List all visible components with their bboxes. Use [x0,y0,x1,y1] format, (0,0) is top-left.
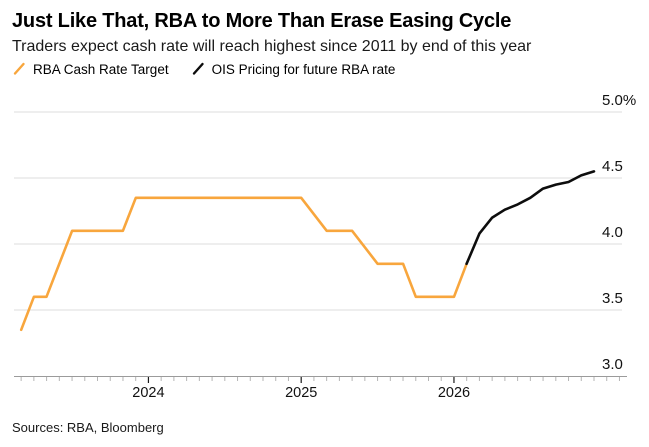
y-axis-label: 4.5 [602,158,623,175]
y-axis-label: 3.5 [602,290,623,307]
x-axis-label: 2026 [438,385,470,401]
chart-subtitle: Traders expect cash rate will reach high… [12,38,532,55]
slash-icon [192,62,204,75]
y-axis-label: 4.0 [602,224,623,241]
x-axis-label: 2025 [285,385,317,401]
page-title: Just Like That, RBA to More Than Erase E… [12,10,512,32]
legend-label-rba-cash-rate: RBA Cash Rate Target [33,61,169,77]
series-line-rba-cash-rate [19,196,468,332]
legend-item-ois-pricing: OIS Pricing for future RBA rate [191,61,396,77]
sources-note: Sources: RBA, Bloomberg [12,420,164,435]
legend-item-rba-cash-rate: RBA Cash Rate Target [12,61,169,77]
x-axis-label: 2024 [132,385,164,401]
legend: RBA Cash Rate Target OIS Pricing for fut… [12,61,395,77]
y-axis-label: 5.0% [602,92,636,109]
legend-label-ois-pricing: OIS Pricing for future RBA rate [211,61,396,77]
series-line-ois-pricing [465,170,596,266]
slash-icon [13,62,25,75]
y-axis-label: 3.0 [602,356,623,373]
